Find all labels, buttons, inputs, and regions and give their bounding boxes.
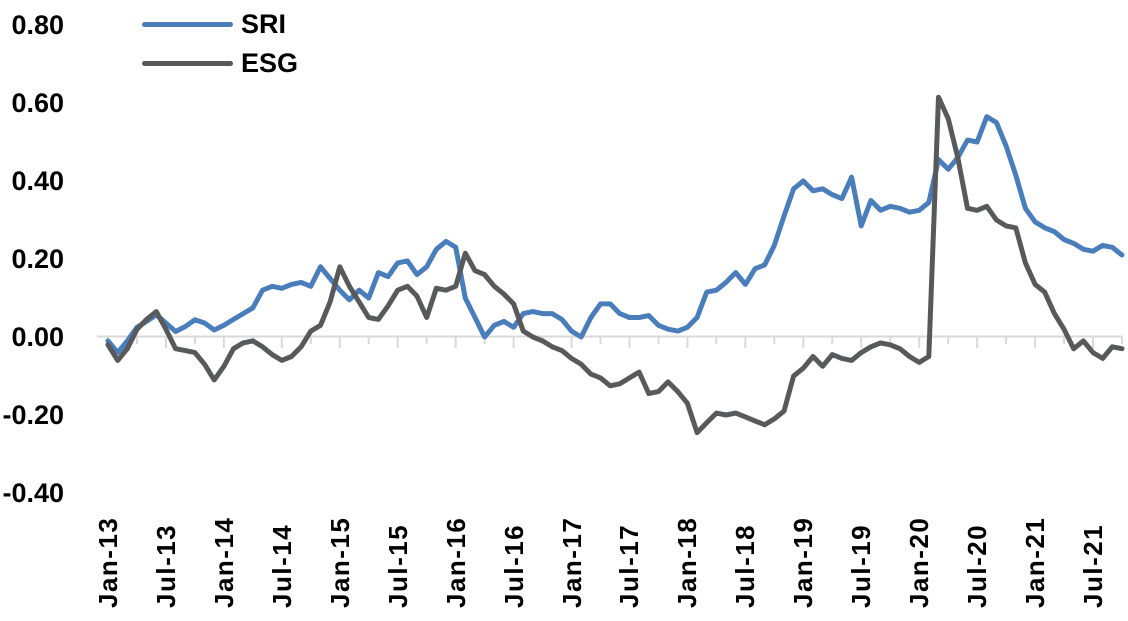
x-axis-label: Jul-14 [266, 523, 297, 608]
x-axis-label: Jul-17 [614, 523, 645, 608]
x-axis-label: Jan-20 [904, 516, 935, 608]
x-axis-label: Jan-13 [93, 516, 123, 608]
x-axis-label: Jan-19 [788, 516, 819, 608]
x-axis-label: Jan-21 [1020, 516, 1051, 608]
y-axis-label: 0.60 [11, 88, 64, 118]
y-axis-label: 0.40 [11, 166, 64, 196]
x-axis-label: Jan-16 [440, 516, 471, 608]
sri-line [105, 114, 1125, 356]
x-axis-label: Jul-19 [846, 523, 877, 608]
x-axis-label: Jul-13 [150, 523, 181, 608]
legend-label-sri: SRI [241, 9, 287, 39]
esg-line [105, 94, 1125, 436]
x-axis-label: Jan-14 [208, 516, 239, 608]
x-axis-label: Jul-21 [1078, 523, 1108, 608]
sri-line-swatch [142, 21, 233, 27]
x-axis-label: Jan-18 [672, 516, 703, 608]
x-axis-label: Jul-15 [382, 523, 413, 608]
legend-item-sri: SRI [142, 10, 286, 38]
esg-line-swatch [142, 60, 233, 66]
x-axis-label: Jul-18 [730, 523, 761, 608]
x-axis-label: Jan-15 [324, 516, 355, 608]
y-axis-label: -0.20 [2, 400, 64, 430]
legend-item-esg: ESG [142, 49, 298, 77]
y-axis-label: 0.20 [11, 244, 64, 274]
x-axis-label: Jul-16 [498, 523, 529, 608]
x-axis-label: Jan-17 [556, 516, 587, 608]
legend-label-esg: ESG [241, 48, 299, 78]
y-axis-label: 0.00 [11, 322, 64, 352]
y-axis-label: 0.80 [11, 10, 64, 40]
x-axis-label: Jul-20 [962, 523, 993, 608]
y-axis-label: -0.40 [2, 478, 64, 508]
